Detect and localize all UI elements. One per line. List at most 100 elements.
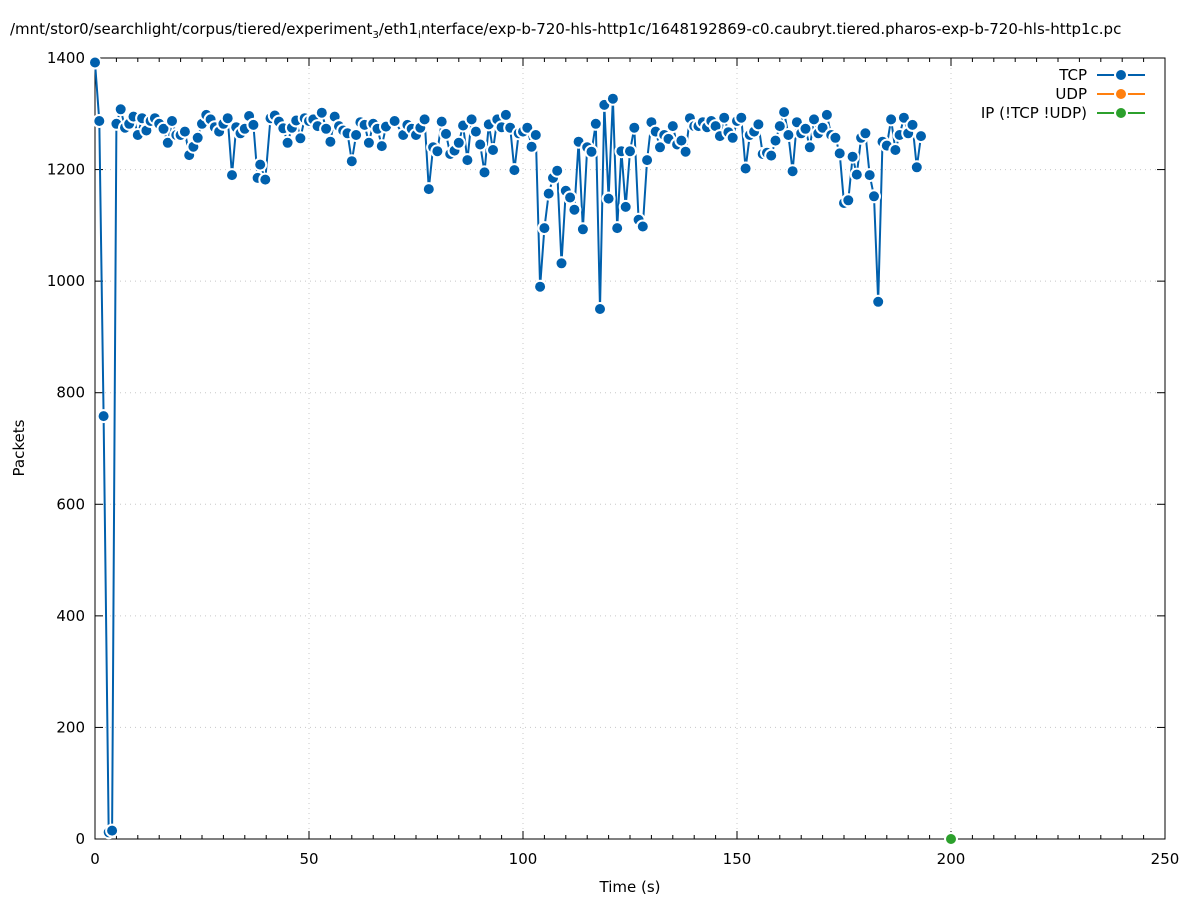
series-layer: [88, 55, 958, 846]
data-point: [772, 119, 787, 134]
data-point: [584, 144, 599, 159]
data-point: [541, 186, 556, 201]
data-point: [253, 157, 268, 172]
grid-lines: [95, 58, 1165, 839]
chart-title: /mnt/stor0/searchlight/corpus/tiered/exp…: [10, 20, 1121, 41]
data-point: [567, 202, 582, 217]
data-point: [725, 130, 740, 145]
x-tick-label: 50: [299, 850, 318, 868]
data-point: [451, 135, 466, 150]
data-point: [460, 153, 475, 168]
data-point: [914, 129, 928, 144]
data-point: [734, 110, 749, 125]
x-tick-label: 0: [90, 850, 100, 868]
data-point: [486, 143, 500, 157]
data-point: [785, 164, 800, 179]
data-point: [473, 137, 488, 152]
y-tick-label: 200: [56, 718, 85, 736]
data-point: [640, 153, 655, 168]
y-tick-label: 1000: [47, 272, 85, 290]
data-point: [819, 107, 834, 122]
data-point: [113, 102, 128, 117]
data-point: [220, 111, 235, 126]
x-tick-label: 250: [1151, 850, 1180, 868]
data-point: [909, 160, 924, 175]
data-point: [417, 112, 432, 127]
data-point: [468, 124, 483, 139]
data-point: [246, 117, 261, 132]
data-point: [421, 182, 436, 197]
data-point: [434, 114, 449, 129]
title-subscript-1: 3: [372, 30, 379, 41]
data-point: [862, 168, 877, 183]
data-point: [361, 135, 376, 150]
data-point: [280, 135, 295, 150]
legend-label: IP (!TCP !UDP): [981, 104, 1087, 122]
data-point: [815, 120, 830, 135]
data-point: [802, 140, 817, 155]
data-point: [665, 119, 680, 134]
data-point: [627, 120, 642, 135]
y-tick-label: 400: [56, 607, 85, 625]
y-tick-label: 0: [75, 830, 85, 848]
data-point: [777, 105, 792, 120]
legend-marker: [1114, 87, 1128, 101]
data-point: [498, 107, 513, 122]
data-point: [858, 126, 873, 141]
data-point: [871, 294, 886, 309]
data-point: [605, 91, 620, 106]
x-tick-label: 200: [937, 850, 966, 868]
data-point: [533, 279, 548, 294]
data-point: [430, 144, 445, 159]
y-axis-ticks: 0 200 400 600 800 1000 1200 1400: [47, 49, 1165, 848]
y-tick-label: 600: [56, 495, 85, 513]
title-part-2: /eth1: [378, 20, 419, 38]
data-point: [477, 165, 492, 180]
data-point: [678, 144, 693, 159]
data-point: [841, 193, 856, 208]
title-part-1: /mnt/stor0/searchlight/corpus/tiered/exp…: [10, 20, 373, 38]
data-point: [177, 124, 192, 139]
data-point: [832, 146, 847, 161]
data-point: [439, 126, 453, 141]
data-point: [156, 121, 171, 136]
data-point: [165, 114, 179, 128]
data-point: [768, 133, 783, 148]
data-point: [344, 154, 359, 169]
data-point: [314, 105, 329, 120]
data-point: [225, 168, 239, 183]
data-point: [623, 144, 637, 159]
data-point: [828, 130, 843, 145]
data-point: [258, 172, 273, 187]
data-point: [807, 112, 821, 127]
data-point: [524, 139, 539, 154]
data-point: [550, 163, 565, 178]
data-point: [323, 134, 338, 149]
data-point: [601, 191, 616, 206]
y-axis-label: Packets: [10, 419, 28, 476]
data-point: [588, 116, 603, 131]
data-point: [635, 219, 650, 234]
data-point: [528, 128, 543, 142]
data-point: [387, 114, 402, 128]
data-point: [563, 190, 578, 205]
y-tick-label: 800: [56, 384, 85, 402]
data-point: [105, 823, 120, 838]
data-point: [319, 121, 334, 136]
x-axis-label: Time (s): [599, 878, 661, 896]
data-point: [554, 256, 569, 271]
legend-marker: [1114, 106, 1128, 120]
data-point: [464, 112, 479, 127]
data-point: [190, 130, 205, 145]
data-point: [867, 189, 881, 204]
y-tick-label: 1400: [47, 49, 85, 67]
data-point: [653, 140, 667, 155]
data-point: [849, 167, 864, 182]
data-point: [507, 163, 522, 178]
data-point: [944, 832, 958, 846]
data-point: [798, 121, 813, 136]
data-point: [160, 135, 175, 150]
data-point: [717, 110, 732, 125]
data-point: [92, 114, 107, 128]
